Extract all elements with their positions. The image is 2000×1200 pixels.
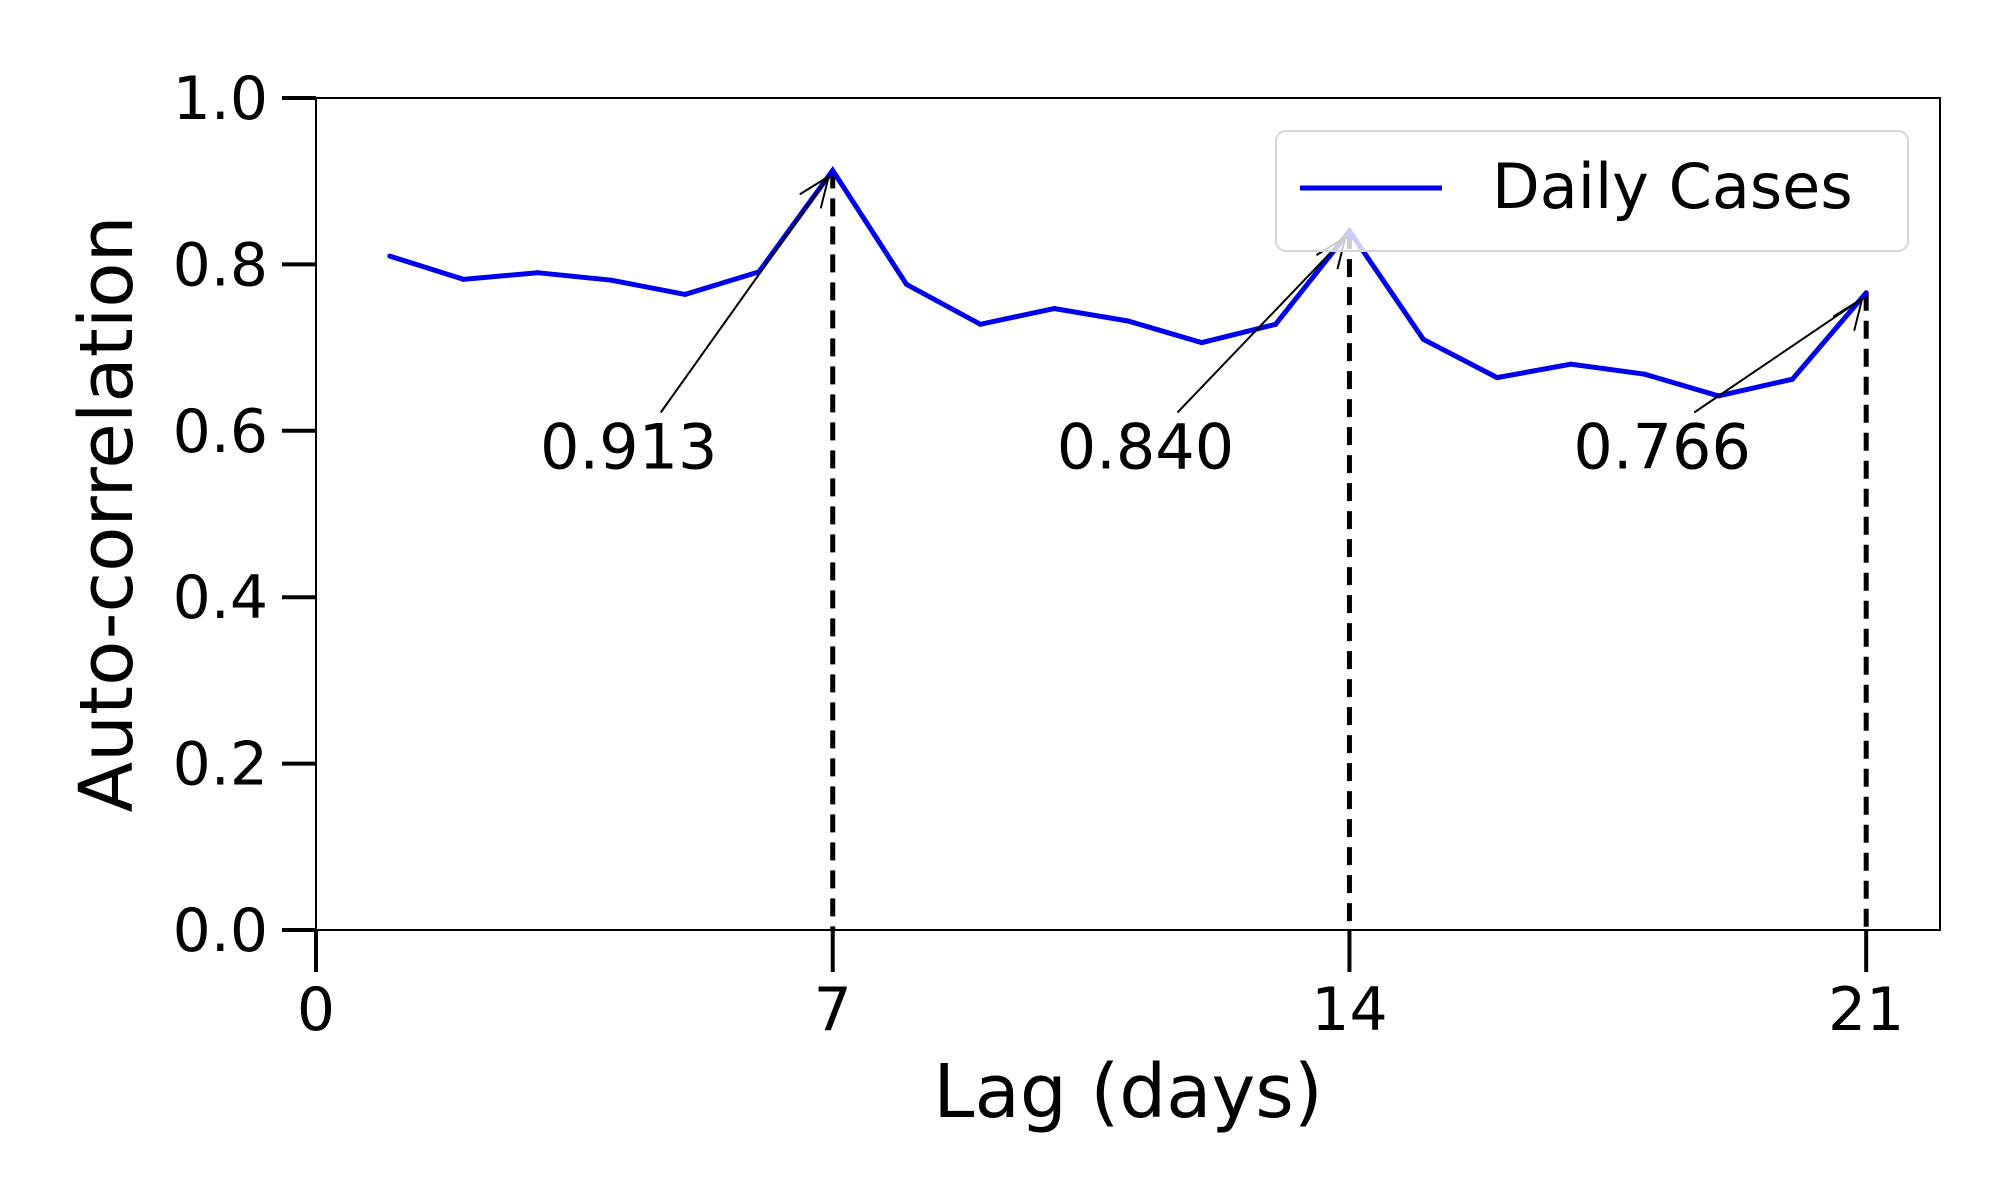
data-point	[830, 167, 836, 173]
data-point	[977, 321, 983, 327]
plot-frame	[315, 97, 1941, 931]
annotation-arrow-shaft	[1693, 297, 1863, 414]
reference-lines	[830, 170, 1869, 930]
data-point	[608, 277, 614, 283]
y-tick-label: 0.4	[173, 563, 268, 633]
annotation-label: 0.840	[1057, 410, 1235, 483]
data-point	[461, 276, 467, 282]
y-tick-label: 0.0	[173, 896, 268, 966]
annotation-label: 0.766	[1573, 410, 1751, 483]
y-tick-label: 0.8	[173, 230, 268, 300]
data-point	[1568, 361, 1574, 367]
data-point	[1863, 290, 1869, 296]
data-point	[1420, 336, 1426, 342]
x-tick-label: 0	[297, 975, 335, 1045]
annotation-arrow-shaft	[1176, 236, 1347, 414]
x-axis-title: Lag (days)	[933, 1049, 1322, 1135]
annotation-arrow-head	[1832, 296, 1864, 331]
data-point	[387, 253, 393, 259]
data-point	[1199, 340, 1205, 346]
x-tick-label: 7	[814, 975, 852, 1045]
data-point	[1051, 305, 1057, 311]
annotation-arrow-head	[799, 174, 831, 209]
data-point	[1125, 318, 1131, 324]
data-point	[1273, 321, 1279, 327]
data-point	[682, 291, 688, 297]
data-point	[1789, 376, 1795, 382]
annotations: 0.913 0.840 0.766	[540, 174, 1864, 483]
y-tick-label: 0.2	[173, 730, 268, 800]
annotation-arrow-shaft	[659, 175, 830, 414]
x-tick-label: 21	[1828, 975, 1904, 1045]
legend-label: Daily Cases	[1492, 150, 1853, 223]
x-axis: 0 7 14 21	[297, 930, 1904, 1045]
data-point	[534, 270, 540, 276]
y-axis-title: Auto-correlation	[64, 216, 150, 813]
legend-box	[1275, 130, 1909, 252]
y-axis: 0.0 0.2 0.4 0.6 0.8 1.0	[173, 64, 316, 966]
y-tick-label: 1.0	[173, 64, 268, 134]
annotation-label: 0.913	[540, 410, 718, 483]
data-point	[904, 281, 910, 287]
y-tick-label: 0.6	[173, 397, 268, 467]
series-layer	[387, 165, 1869, 399]
data-point	[1642, 371, 1648, 377]
x-tick-label: 14	[1311, 975, 1387, 1045]
legend: Daily Cases	[1275, 130, 1909, 252]
data-point	[1494, 375, 1500, 381]
